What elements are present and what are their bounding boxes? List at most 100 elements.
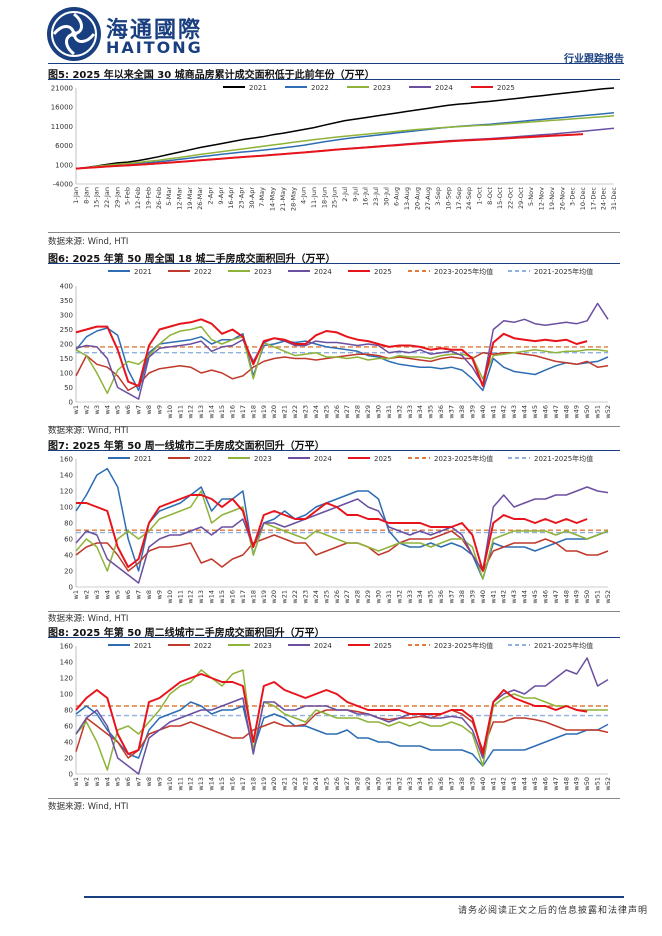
x-tick-label: w9 [155,405,163,414]
x-tick-label: w48 [562,590,570,604]
legend-label-2024: 2024 [314,268,332,276]
x-tick-label: w45 [531,590,539,604]
x-tick-label: w50 [583,777,591,791]
y-tick-label: 0 [69,399,73,407]
footer-divider [84,896,624,898]
x-tick-label: w31 [385,405,393,419]
x-tick-label: w38 [458,777,466,791]
x-tick-label: 10-Sep [444,187,452,210]
x-tick-label: w16 [228,405,236,419]
series-line-2022 [75,112,615,170]
legend-label-2021: 2021 [134,455,152,463]
report-type-label: 行业跟踪报告 [564,54,624,65]
x-tick-label: w13 [197,405,205,419]
x-tick-label: 13-Aug [403,187,411,210]
header: 海通國際 HAITONG 行业跟踪报告 [0,0,662,65]
y-tick-label: 0 [69,771,73,779]
x-tick-label: 7-May [258,187,266,207]
series-line-2025 [75,133,584,170]
x-tick-label: w13 [197,590,205,604]
x-tick-label: 16-Apr [227,187,235,209]
figure-6-title: 图6: 2025 年第 50 周全国 18 城二手房成交面积回升（万平） [48,254,336,265]
x-tick-label: w22 [291,777,299,791]
x-tick-label: w27 [343,590,351,604]
x-tick-label: w44 [521,590,529,604]
x-tick-label: w14 [208,777,216,791]
header-divider [48,63,624,64]
y-tick-label: 1000 [55,161,73,169]
series-line-2022 [75,351,609,392]
y-tick-label: 160 [60,643,73,651]
x-tick-label: 18-Jun [320,187,328,208]
legend-label-2021-2025年均值: 2021-2025年均值 [534,641,593,650]
x-tick-label: w11 [176,590,184,604]
x-tick-label: 5-Feb [124,187,132,205]
x-tick-label: w35 [427,777,435,791]
x-tick-label: w4 [103,777,111,786]
x-tick-label: w49 [573,405,581,419]
x-tick-label: 28-May [289,187,297,211]
y-tick-label: 300 [60,312,73,320]
legend-label-2023: 2023 [373,84,391,92]
series-line-2022 [75,709,609,759]
x-tick-label: 22-Oct [507,187,515,209]
x-tick-label: w51 [594,405,602,419]
x-tick-label: w52 [604,405,612,419]
x-tick-label: w8 [145,777,153,786]
series-line-2023 [75,669,608,771]
y-tick-label: 40 [64,552,73,560]
x-tick-label: w51 [594,590,602,604]
x-tick-label: 11-Jun [310,187,318,208]
y-tick-label: 120 [60,675,73,683]
series-line-2021 [75,467,609,580]
y-tick-label: 20 [64,568,73,576]
x-tick-label: 4-Jun [300,187,308,204]
y-tick-label: 100 [60,504,73,512]
x-tick-label: w29 [364,590,372,604]
x-tick-label: w33 [406,405,414,419]
x-tick-label: w2 [82,405,90,414]
x-tick-label: w18 [249,590,257,604]
x-tick-label: w5 [114,777,122,786]
x-tick-label: w50 [583,405,591,419]
figure-8-chart: 2021 2022 2023 2024 2025 2023-2025年均值 2021-202… [60,641,612,791]
y-tick-label: 200 [60,341,73,349]
x-tick-label: w4 [103,405,111,414]
x-tick-label: 2-Jul [341,187,349,202]
legend-label-2024: 2024 [435,84,453,92]
x-tick-label: w1 [72,777,80,786]
x-tick-label: w52 [604,777,612,791]
legend-label-2022: 2022 [194,642,212,650]
series-line-2025 [76,494,588,572]
logo-text-en: HAITONG [106,38,203,57]
x-tick-label: 26-Nov [558,187,566,210]
x-tick-label: 27-Aug [424,187,432,210]
y-tick-label: 0 [69,584,73,592]
x-tick-label: w20 [270,777,278,791]
x-tick-label: w36 [437,590,445,604]
x-tick-label: 29-Oct [517,187,525,209]
series-line-2023 [75,325,609,395]
x-tick-label: 2-Apr [207,187,215,205]
x-tick-label: w23 [301,590,309,604]
figure-8-source: 数据来源: Wind, HTI [48,802,129,812]
legend-label-2023: 2023 [254,268,272,276]
x-tick-label: w15 [218,405,226,419]
x-tick-label: w7 [135,590,143,599]
x-tick-label: 19-Feb [144,187,152,209]
x-tick-label: w45 [531,777,539,791]
x-tick-label: 12-Mar [175,187,183,210]
x-tick-label: w31 [385,590,393,604]
x-tick-label: w1 [72,405,80,414]
x-tick-label: w21 [281,590,289,604]
x-tick-label: 26-Feb [155,187,163,209]
x-tick-label: w3 [93,405,101,414]
legend-label-2025: 2025 [497,84,515,92]
x-tick-label: 31-Dec [610,187,618,211]
x-tick-label: w35 [427,590,435,604]
x-tick-label: w8 [145,590,153,599]
x-tick-label: w44 [521,405,529,419]
x-tick-label: w31 [385,777,393,791]
x-tick-label: w42 [500,590,508,604]
x-tick-label: w49 [573,590,581,604]
